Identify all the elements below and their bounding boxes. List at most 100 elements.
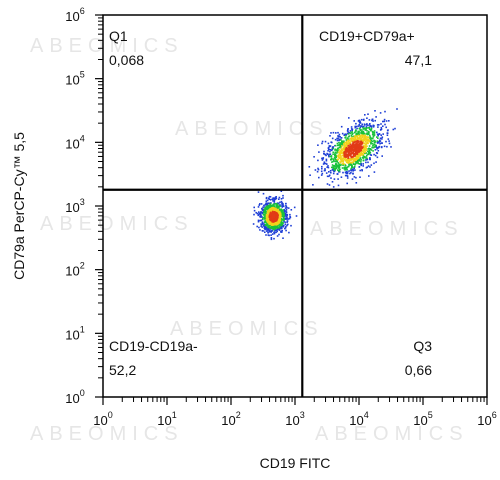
event-dot [285,208,288,211]
event-dot [268,210,271,212]
event-dot [322,158,324,160]
quadrant-q2-value: 47,1 [405,52,432,68]
event-dot [278,225,281,228]
event-dot [351,136,353,139]
event-dot [354,144,357,146]
event-dot [353,120,355,122]
event-dot [328,174,331,177]
event-dot [375,152,378,154]
event-dot [275,225,278,227]
event-dot [365,138,367,141]
event-dot [358,160,361,162]
event-dot [326,163,328,165]
event-dot [345,154,347,157]
event-dot [367,161,369,164]
event-dot [357,157,360,160]
event-dot [327,146,330,149]
event-dot [286,221,288,223]
event-dot [359,136,361,138]
event-dot [360,153,362,156]
event-dot [337,144,339,147]
event-dot [332,166,334,168]
event-dot [288,217,291,220]
event-dot [262,192,265,195]
event-dot [361,123,363,126]
event-dot [289,215,291,218]
event-dot [265,217,267,220]
quadrant-q2-label: CD19+CD79a+ [319,28,415,44]
event-dot [264,217,266,219]
event-dot [368,119,371,121]
event-dot [263,211,265,214]
event-dot [386,145,388,148]
event-dot [385,140,387,143]
event-dot [361,129,363,131]
event-dot [357,125,359,127]
event-dot [336,164,339,167]
event-dot [371,142,374,145]
event-dot [267,197,270,200]
event-dot [334,169,336,171]
event-dot [281,205,283,207]
event-dot [325,159,328,162]
event-dot [329,150,331,153]
event-dot [265,197,268,200]
event-dot [269,199,272,201]
event-dot [373,132,376,134]
event-dot [273,199,276,202]
event-dot [362,150,364,152]
event-dot [351,178,354,180]
event-dot [388,142,391,145]
event-dot [354,138,356,141]
event-dot [371,146,373,149]
event-dot [370,141,372,143]
event-dot [358,124,360,126]
event-dot [367,113,369,115]
event-dot [333,178,336,180]
event-dot [351,129,353,131]
event-dot [265,234,267,236]
event-dot [317,168,320,171]
event-dot [333,168,335,171]
event-dot [366,157,368,160]
event-dot [336,149,338,152]
event-dot [383,120,386,123]
event-dot [351,135,353,138]
event-dot [278,226,281,229]
event-dot [332,158,334,160]
x-tick-label: 100 [93,410,112,428]
event-dot [379,137,382,140]
event-dot [350,147,353,149]
event-dot [366,145,368,147]
event-dot [364,144,367,146]
event-dot [266,206,269,208]
event-dot [369,140,371,142]
event-dot [281,211,284,213]
event-dot [269,203,272,206]
event-dot [285,205,287,207]
event-dot [356,140,358,142]
event-dot [258,211,260,213]
event-dot [343,166,346,169]
event-dot [352,148,355,151]
event-dot [363,145,365,147]
event-dot [376,133,379,136]
event-dot [282,194,284,197]
watermark-text: ABEOMICS [175,118,329,140]
event-dot [260,216,262,218]
event-dot [333,165,336,167]
event-dot [359,154,361,156]
event-dot [332,151,334,154]
event-dot [347,154,349,157]
event-dot [279,216,281,219]
event-dot [346,137,349,139]
event-dot [345,170,348,173]
event-dot [342,162,345,164]
event-dot [373,171,376,173]
event-dot [349,132,352,135]
event-dot [281,215,283,217]
event-dot [267,217,269,220]
event-dot [321,159,324,161]
event-dot [330,155,333,158]
